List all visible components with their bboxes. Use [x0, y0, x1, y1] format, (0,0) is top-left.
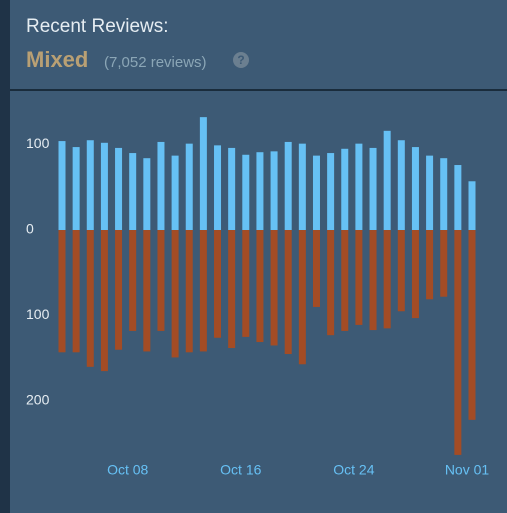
bar	[214, 145, 222, 231]
bar	[100, 142, 108, 231]
bar	[327, 153, 335, 231]
bar	[72, 147, 80, 231]
bar	[454, 230, 462, 455]
bar	[411, 230, 419, 319]
bar	[58, 230, 66, 353]
help-icon[interactable]	[233, 52, 249, 68]
bar	[270, 151, 278, 231]
bar	[397, 140, 405, 231]
review-count: (7,052 reviews)	[104, 54, 207, 71]
bar	[341, 230, 349, 331]
y-tick-label: 0	[26, 221, 34, 237]
bar	[270, 230, 278, 346]
bar	[440, 230, 448, 297]
bar	[426, 230, 434, 300]
bar	[355, 230, 363, 325]
bar	[171, 230, 179, 358]
bar	[129, 230, 137, 331]
bar	[440, 158, 448, 231]
bar	[58, 141, 66, 231]
bar	[157, 141, 165, 231]
bar	[312, 155, 320, 231]
bar	[115, 147, 123, 231]
bar	[171, 155, 179, 231]
y-tick-label: 200	[26, 392, 50, 408]
bar	[86, 140, 94, 231]
bar	[115, 230, 123, 350]
x-tick-label: Oct 24	[333, 462, 374, 478]
bar	[199, 230, 207, 352]
bar	[185, 143, 193, 231]
bar	[214, 230, 222, 338]
bar	[157, 230, 165, 331]
bar	[468, 181, 476, 231]
bar	[341, 148, 349, 231]
bar	[355, 143, 363, 231]
bar	[242, 154, 250, 231]
bar	[256, 152, 264, 231]
x-tick-label: Oct 08	[107, 462, 148, 478]
bar	[369, 147, 377, 231]
bar	[298, 143, 306, 231]
x-tick-label: Oct 16	[220, 462, 261, 478]
bar	[86, 230, 94, 367]
bar	[228, 230, 236, 349]
y-tick-label: 100	[26, 306, 50, 322]
bar	[383, 130, 391, 231]
bar	[199, 117, 207, 231]
bar	[143, 230, 151, 352]
bar	[129, 153, 137, 231]
bar	[454, 165, 462, 231]
bar	[411, 147, 419, 231]
x-tick-label: Nov 01	[445, 462, 490, 478]
bar	[228, 147, 236, 231]
bar	[72, 230, 80, 353]
bar	[185, 230, 193, 353]
bar	[369, 230, 377, 331]
title: Recent Reviews:	[26, 16, 169, 37]
bar	[284, 230, 292, 355]
bar	[397, 230, 405, 312]
bar	[383, 230, 391, 329]
bar	[100, 230, 108, 372]
bar	[284, 141, 292, 231]
bar	[426, 155, 434, 231]
help-icon-glyph[interactable]: ?	[237, 53, 244, 67]
bar	[143, 158, 151, 231]
bar	[327, 230, 335, 336]
left-strip	[0, 0, 10, 513]
bar	[468, 230, 476, 420]
bar	[256, 230, 264, 343]
rating: Mixed	[26, 47, 88, 72]
y-tick-label: 100	[26, 135, 50, 151]
bar	[298, 230, 306, 365]
bar	[312, 230, 320, 307]
bar	[242, 230, 250, 337]
